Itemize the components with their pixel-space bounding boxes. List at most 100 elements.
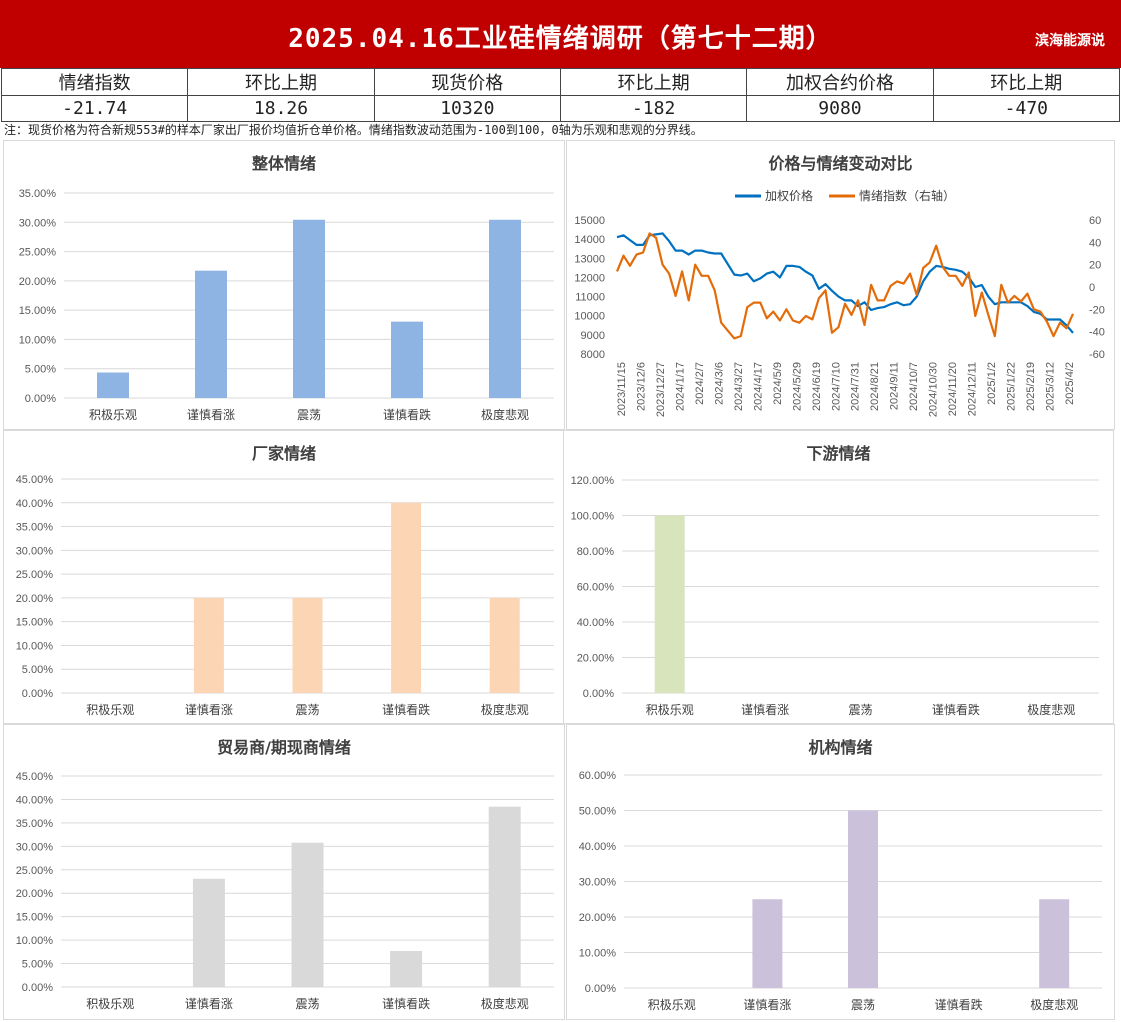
x-category-label: 谨慎看跌 [932, 702, 980, 717]
report-banner: 2025.04.16工业硅情绪调研（第七十二期） 滨海能源说 [0, 0, 1121, 68]
trader-svg: 贸易商/期现商情绪 0.00% 5.00% 10.00% 15.00% 20.00% 25.… [16, 738, 554, 1011]
y-tick-label: 80.00% [577, 546, 615, 558]
y-tick-label: 45.00% [16, 474, 54, 486]
bar [488, 806, 521, 987]
x-category-label: 极度悲观 [481, 702, 529, 717]
x-tick-label: 2024/7/10 [830, 362, 842, 411]
y-tick-label: 0.00% [25, 393, 56, 405]
y-tick-label: 30.00% [19, 217, 57, 229]
y-tick-label: 0.00% [583, 688, 614, 700]
summary-header: 环比上期 [187, 68, 375, 96]
chart-title: 机构情绪 [808, 738, 872, 757]
summary-value: 9080 [746, 95, 934, 122]
y-tick-label: 20.00% [16, 888, 54, 900]
y-tick-label: 45.00% [16, 771, 54, 783]
x-category-label: 谨慎看跌 [935, 997, 983, 1012]
chart-title: 厂家情绪 [252, 444, 316, 463]
y-tick-label: 25.00% [16, 865, 54, 877]
x-category-label: 震荡 [848, 703, 872, 717]
x-category-label: 震荡 [295, 703, 319, 717]
bar [391, 321, 423, 398]
bar [848, 810, 878, 988]
y-tick-label: 25.00% [16, 569, 54, 581]
summary-header-row: 情绪指数 环比上期 现货价格 环比上期 加权合约价格 环比上期 [0, 68, 1121, 96]
x-tick-label: 2024/3/6 [713, 362, 725, 405]
x-category-label: 震荡 [297, 408, 321, 422]
y-right-tick-label: 40 [1089, 237, 1101, 249]
y-tick-label: 0.00% [22, 982, 53, 994]
y-tick-label: 35.00% [16, 818, 54, 830]
institution-svg: 机构情绪 0.00% 10.00% 20.00% 30.00% 40.00% 50.00% 6… [579, 738, 1102, 1012]
x-category-label: 谨慎看涨 [187, 407, 235, 422]
x-tick-label: 2024/12/11 [967, 362, 979, 416]
x-tick-label: 2025/3/12 [1045, 362, 1057, 411]
y-left-tick-label: 15000 [574, 215, 605, 227]
x-category-label: 极度悲观 [1030, 997, 1078, 1012]
chart-title: 贸易商/期现商情绪 [217, 738, 351, 757]
y-left-tick-label: 12000 [574, 272, 605, 284]
y-tick-label: 50.00% [579, 806, 617, 818]
x-category-label: 积极乐观 [646, 703, 694, 717]
x-tick-label: 2024/10/7 [908, 362, 920, 411]
x-tick-label: 2024/1/17 [674, 362, 686, 411]
footnote: 注：现货价格为符合新规553#的样本厂家出厂报价均值折仓单价格。情绪指数波动范围… [4, 123, 703, 137]
y-left-tick-label: 11000 [575, 292, 605, 304]
y-tick-label: 30.00% [16, 841, 54, 853]
y-right-tick-label: -20 [1089, 304, 1105, 316]
y-tick-label: 60.00% [579, 770, 617, 782]
bar [489, 597, 520, 693]
x-category-label: 谨慎看涨 [185, 702, 233, 717]
y-tick-label: 15.00% [16, 912, 54, 924]
y-right-tick-label: -40 [1089, 327, 1105, 339]
legend-label: 情绪指数（右轴） [859, 188, 955, 203]
y-tick-label: 30.00% [579, 877, 617, 889]
institution-sentiment-chart: 机构情绪 0.00% 10.00% 20.00% 30.00% 40.00% 50.00% 6… [566, 724, 1115, 1020]
summary-value: 10320 [373, 95, 561, 122]
y-tick-label: 20.00% [579, 912, 617, 924]
x-category-label: 谨慎看涨 [185, 996, 233, 1011]
x-tick-label: 2024/4/17 [752, 362, 764, 411]
y-tick-label: 10.00% [16, 640, 54, 652]
y-tick-label: 100.00% [571, 511, 615, 523]
y-right-tick-label: 20 [1089, 260, 1101, 272]
y-tick-label: 120.00% [571, 475, 615, 487]
x-tick-label: 2025/1/22 [1006, 362, 1018, 411]
y-tick-label: 5.00% [22, 959, 53, 971]
bar [654, 515, 685, 693]
x-category-label: 谨慎看跌 [382, 996, 430, 1011]
trader-sentiment-chart: 贸易商/期现商情绪 0.00% 5.00% 10.00% 15.00% 20.00% 25.… [3, 724, 565, 1020]
bar [391, 502, 422, 693]
summary-header: 环比上期 [559, 68, 748, 96]
downstream-svg: 下游情绪 0.00% 20.00% 40.00% 60.00% 80.00% 100.00%… [571, 444, 1099, 717]
y-left-tick-label: 14000 [574, 234, 605, 246]
producer-sentiment-chart: 厂家情绪 0.00% 5.00% 10.00% 15.00% 20.00% 25.00% 30… [3, 430, 565, 724]
x-category-label: 极度悲观 [481, 407, 529, 422]
y-left-tick-label: 9000 [581, 330, 605, 342]
y-tick-label: 0.00% [585, 983, 616, 995]
x-category-label: 极度悲观 [481, 996, 529, 1011]
x-category-label: 谨慎看涨 [741, 702, 789, 717]
legend-label: 加权价格 [765, 188, 813, 203]
y-tick-label: 40.00% [577, 617, 615, 629]
x-tick-label: 2024/8/21 [869, 362, 881, 411]
chart-title: 价格与情绪变动对比 [768, 154, 912, 173]
y-tick-label: 5.00% [25, 364, 56, 376]
y-tick-label: 20.00% [19, 276, 57, 288]
x-tick-label: 2024/9/11 [889, 362, 901, 410]
summary-table: 情绪指数 环比上期 现货价格 环比上期 加权合约价格 环比上期 -21.74 1… [0, 68, 1121, 122]
x-category-label: 震荡 [295, 997, 319, 1011]
summary-value: -470 [932, 95, 1121, 122]
x-tick-label: 2024/5/9 [772, 362, 784, 405]
x-tick-label: 2023/12/6 [635, 362, 647, 411]
overall-svg: 整体情绪 0.00% 5.00% 10.00% 15.00% 20.00% 25.00% 30… [19, 154, 554, 422]
bar [390, 950, 423, 987]
x-tick-label: 2025/2/19 [1025, 362, 1037, 411]
bar [752, 899, 783, 988]
x-category-label: 积极乐观 [648, 998, 696, 1012]
producer-svg: 厂家情绪 0.00% 5.00% 10.00% 15.00% 20.00% 25.00% 30… [16, 444, 554, 717]
series-line [615, 232, 1075, 340]
y-tick-label: 30.00% [16, 545, 54, 557]
y-tick-label: 60.00% [577, 582, 615, 594]
y-tick-label: 35.00% [16, 522, 54, 534]
x-tick-label: 2025/4/2 [1064, 362, 1076, 405]
